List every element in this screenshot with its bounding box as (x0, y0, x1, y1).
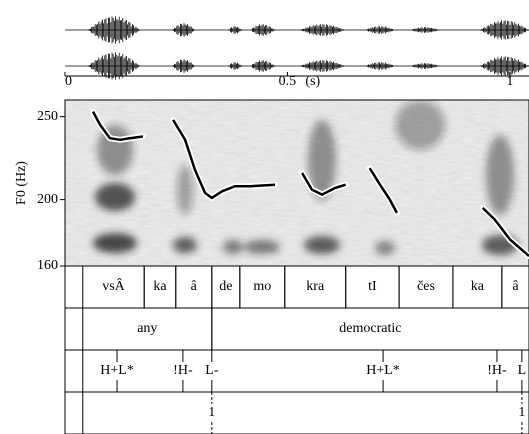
interval-label: de (219, 279, 232, 294)
y-axis-label: F0 (Hz) (14, 161, 29, 205)
interval-label: democratic (339, 321, 401, 336)
waveform-burst (172, 23, 196, 37)
waveform-burst (172, 59, 196, 73)
waveform-burst (480, 20, 529, 40)
spectrogram-noise (65, 100, 529, 266)
waveform-burst (410, 27, 440, 33)
textgrid: vsÂ ka â de mo kra tI čes ka â any democratic H+L* !H… (64, 265, 529, 434)
y-tick-label: 200 (37, 192, 58, 207)
interval-label: â (191, 279, 198, 294)
interval-label: ka (471, 279, 485, 294)
waveform-burst (250, 24, 275, 36)
interval-label: ka (153, 279, 167, 294)
waveform-burst (365, 62, 395, 70)
f0-contour (90, 108, 529, 259)
waveform-burst (365, 26, 395, 34)
interval-label: mo (253, 279, 271, 294)
y-tick-label: 160 (37, 258, 58, 273)
waveform (65, 16, 529, 80)
point-label: L (518, 363, 527, 378)
point-label: !H- (173, 363, 193, 378)
f0-line (91, 111, 529, 257)
interval-label: vsÂ (102, 277, 125, 294)
waveform-bursts (88, 16, 529, 80)
point-label: !H- (487, 363, 507, 378)
waveform-burst (410, 63, 440, 69)
point-label: H+L* (366, 363, 400, 378)
y-tick-label: 250 (37, 109, 58, 124)
waveform-burst (88, 52, 140, 80)
x-axis-label: (s) (305, 74, 320, 89)
interval-label: kra (306, 279, 325, 294)
point-label: H+L* (100, 363, 134, 378)
x-tick-label: 1 (506, 74, 513, 89)
interval-label: tI (368, 279, 377, 294)
waveform-burst (300, 60, 345, 72)
waveform-burst (228, 26, 242, 34)
interval-label: čes (417, 279, 435, 294)
point-label: 1 (518, 405, 525, 420)
waveform-burst (480, 56, 529, 76)
interval-label: â (512, 279, 519, 294)
waveform-burst (300, 24, 345, 36)
waveform-burst (88, 16, 140, 44)
point-label: L- (205, 363, 219, 378)
point-label: 1 (208, 405, 215, 420)
waveform-burst (228, 62, 242, 70)
waveform-burst (250, 60, 275, 72)
x-tick-label: 0.5 (279, 74, 297, 89)
x-tick-label: 0 (65, 74, 72, 89)
spectrogram (65, 100, 529, 266)
interval-label: any (137, 321, 157, 336)
